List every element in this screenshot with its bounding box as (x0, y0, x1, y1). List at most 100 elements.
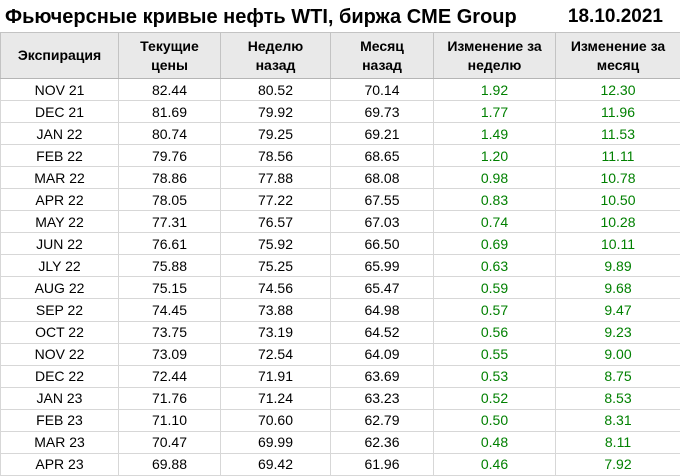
expiration-cell: APR 23 (0, 452, 119, 476)
table-row: FEB 22 79.76 78.56 68.65 1.20 11.11 (0, 144, 680, 168)
expiration-cell: APR 22 (0, 188, 119, 212)
col-header-expiration: Экспирация (0, 32, 119, 79)
month-change-cell: 9.00 (555, 342, 680, 366)
month-change-cell: 8.11 (555, 430, 680, 454)
table-row: SEP 22 74.45 73.88 64.98 0.57 9.47 (0, 298, 680, 322)
week-ago-cell: 75.25 (220, 254, 331, 278)
week-change-cell: 1.77 (433, 100, 556, 124)
week-change-cell: 0.69 (433, 232, 556, 256)
futures-table: Экспирация Текущие цены Неделю назад Мес… (0, 32, 680, 476)
week-ago-cell: 76.57 (220, 210, 331, 234)
table-row: FEB 23 71.10 70.60 62.79 0.50 8.31 (0, 408, 680, 432)
month-ago-cell: 62.36 (330, 430, 434, 454)
table-row: NOV 22 73.09 72.54 64.09 0.55 9.00 (0, 342, 680, 366)
current-price-cell: 77.31 (118, 210, 221, 234)
month-ago-cell: 65.99 (330, 254, 434, 278)
current-price-cell: 79.76 (118, 144, 221, 168)
month-change-cell: 11.53 (555, 122, 680, 146)
table-row: DEC 22 72.44 71.91 63.69 0.53 8.75 (0, 364, 680, 388)
page-date: 18.10.2021 (567, 6, 663, 27)
page-title: Фьючерсные кривые нефть WTI, биржа CME G… (5, 5, 517, 28)
week-change-cell: 0.52 (433, 386, 556, 410)
current-price-cell: 76.61 (118, 232, 221, 256)
col-header-week-ago: Неделю назад (220, 32, 331, 79)
current-price-cell: 74.45 (118, 298, 221, 322)
week-ago-cell: 78.56 (220, 144, 331, 168)
current-price-cell: 69.88 (118, 452, 221, 476)
week-change-cell: 0.74 (433, 210, 556, 234)
week-ago-cell: 69.42 (220, 452, 331, 476)
month-change-cell: 10.28 (555, 210, 680, 234)
col-header-week-change: Изменение за неделю (433, 32, 556, 79)
month-ago-cell: 63.23 (330, 386, 434, 410)
month-change-cell: 8.31 (555, 408, 680, 432)
week-ago-cell: 80.52 (220, 77, 331, 102)
expiration-cell: MAR 23 (0, 430, 119, 454)
current-price-cell: 75.15 (118, 276, 221, 300)
month-change-cell: 11.11 (555, 144, 680, 168)
week-ago-cell: 77.22 (220, 188, 331, 212)
current-price-cell: 75.88 (118, 254, 221, 278)
week-ago-cell: 79.92 (220, 100, 331, 124)
table-row: DEC 21 81.69 79.92 69.73 1.77 11.96 (0, 100, 680, 124)
table-row: OCT 22 73.75 73.19 64.52 0.56 9.23 (0, 320, 680, 344)
week-ago-cell: 75.92 (220, 232, 331, 256)
week-change-cell: 0.50 (433, 408, 556, 432)
week-ago-cell: 72.54 (220, 342, 331, 366)
week-change-cell: 0.53 (433, 364, 556, 388)
current-price-cell: 71.76 (118, 386, 221, 410)
week-change-cell: 0.56 (433, 320, 556, 344)
month-ago-cell: 67.03 (330, 210, 434, 234)
current-price-cell: 72.44 (118, 364, 221, 388)
month-change-cell: 12.30 (555, 77, 680, 102)
month-ago-cell: 67.55 (330, 188, 434, 212)
month-ago-cell: 66.50 (330, 232, 434, 256)
table-row: JAN 23 71.76 71.24 63.23 0.52 8.53 (0, 386, 680, 410)
table-row: JAN 22 80.74 79.25 69.21 1.49 11.53 (0, 122, 680, 146)
current-price-cell: 81.69 (118, 100, 221, 124)
week-ago-cell: 71.91 (220, 364, 331, 388)
month-ago-cell: 64.52 (330, 320, 434, 344)
week-ago-cell: 79.25 (220, 122, 331, 146)
week-change-cell: 0.98 (433, 166, 556, 190)
table-row: MAR 23 70.47 69.99 62.36 0.48 8.11 (0, 430, 680, 454)
week-change-cell: 1.20 (433, 144, 556, 168)
week-change-cell: 1.49 (433, 122, 556, 146)
table-row: APR 22 78.05 77.22 67.55 0.83 10.50 (0, 188, 680, 212)
expiration-cell: DEC 21 (0, 100, 119, 124)
table-row: JLY 22 75.88 75.25 65.99 0.63 9.89 (0, 254, 680, 278)
month-ago-cell: 61.96 (330, 452, 434, 476)
expiration-cell: FEB 23 (0, 408, 119, 432)
month-change-cell: 9.23 (555, 320, 680, 344)
week-ago-cell: 71.24 (220, 386, 331, 410)
month-change-cell: 7.92 (555, 452, 680, 476)
expiration-cell: MAY 22 (0, 210, 119, 234)
week-change-cell: 0.63 (433, 254, 556, 278)
week-ago-cell: 73.19 (220, 320, 331, 344)
current-price-cell: 73.75 (118, 320, 221, 344)
col-header-month-change: Изменение за месяц (555, 32, 680, 79)
expiration-cell: DEC 22 (0, 364, 119, 388)
week-change-cell: 0.46 (433, 452, 556, 476)
month-ago-cell: 70.14 (330, 77, 434, 102)
table-row: JUN 22 76.61 75.92 66.50 0.69 10.11 (0, 232, 680, 256)
expiration-cell: JUN 22 (0, 232, 119, 256)
expiration-cell: JAN 22 (0, 122, 119, 146)
month-ago-cell: 65.47 (330, 276, 434, 300)
current-price-cell: 78.05 (118, 188, 221, 212)
week-ago-cell: 69.99 (220, 430, 331, 454)
week-change-cell: 0.59 (433, 276, 556, 300)
col-header-month-ago: Месяц назад (330, 32, 434, 79)
titlebar: Фьючерсные кривые нефть WTI, биржа CME G… (0, 0, 680, 32)
month-ago-cell: 68.08 (330, 166, 434, 190)
table-row: APR 23 69.88 69.42 61.96 0.46 7.92 (0, 452, 680, 476)
month-change-cell: 9.68 (555, 276, 680, 300)
col-header-current-price: Текущие цены (118, 32, 221, 79)
month-change-cell: 9.47 (555, 298, 680, 322)
table-row: MAY 22 77.31 76.57 67.03 0.74 10.28 (0, 210, 680, 234)
month-ago-cell: 68.65 (330, 144, 434, 168)
week-ago-cell: 77.88 (220, 166, 331, 190)
futures-table-body: NOV 21 82.44 80.52 70.14 1.92 12.30 DEC 21 81.6… (0, 77, 680, 476)
month-ago-cell: 63.69 (330, 364, 434, 388)
table-row: MAR 22 78.86 77.88 68.08 0.98 10.78 (0, 166, 680, 190)
